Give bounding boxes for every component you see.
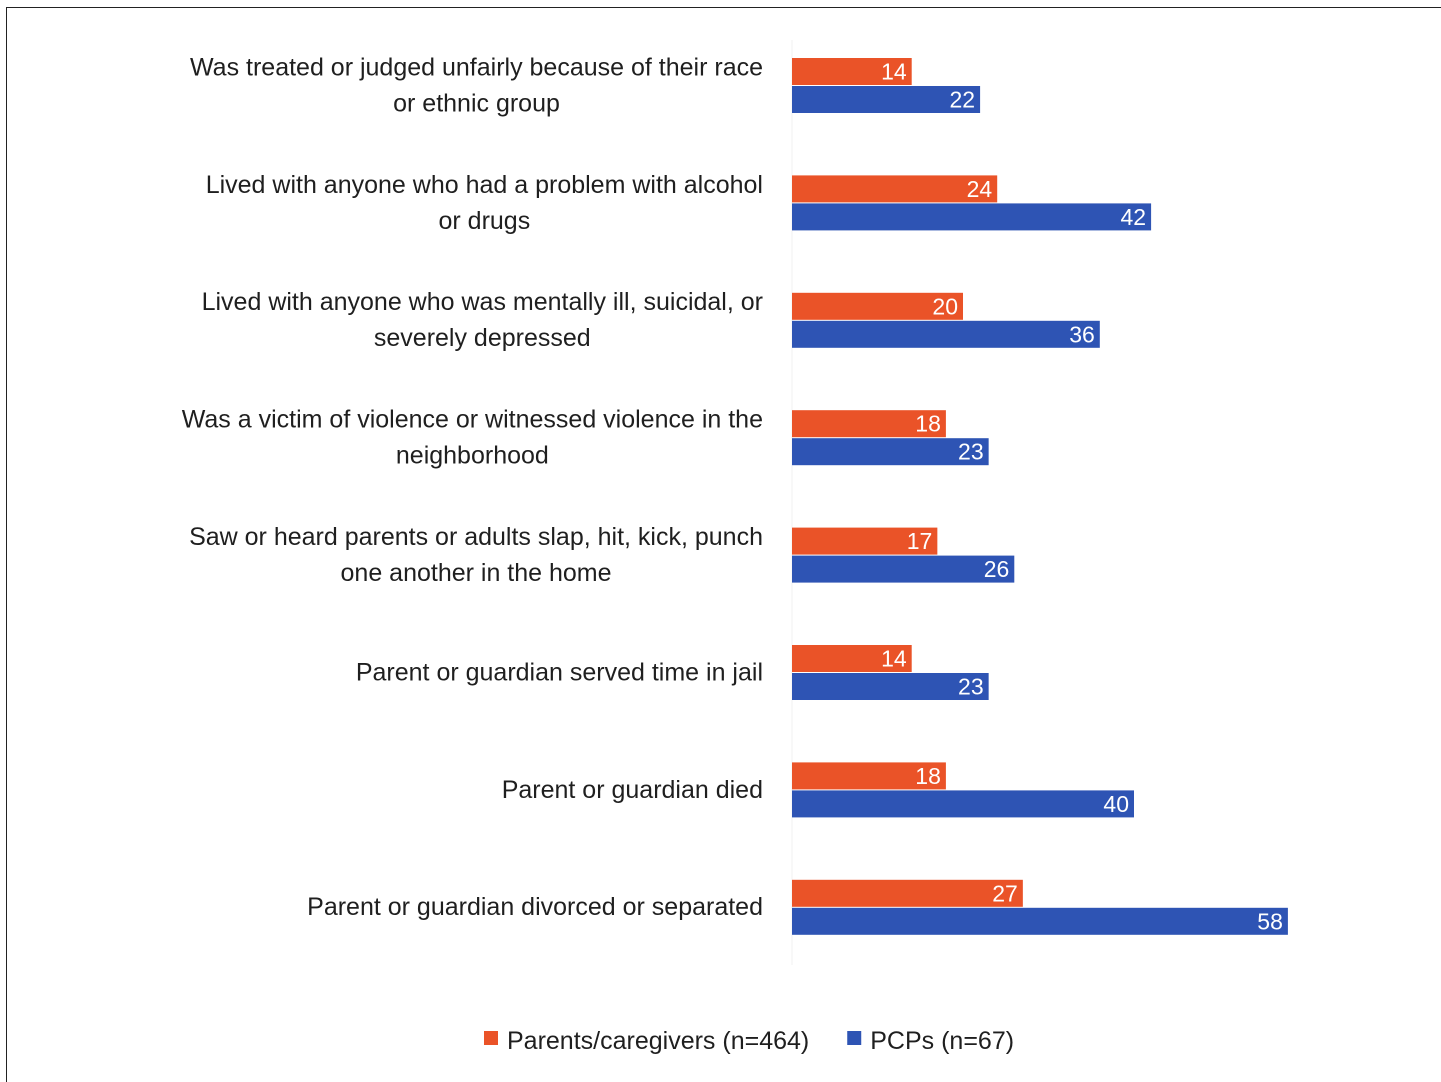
data-label-parents-5: 17 bbox=[907, 528, 933, 554]
bar-parents-3 bbox=[792, 292, 963, 320]
data-label-parents-1: 14 bbox=[881, 59, 907, 85]
bar-pcps-5 bbox=[792, 555, 1015, 583]
bar-parents-6 bbox=[792, 645, 912, 672]
category-label-4: Was a victim of violence or witnessed vi… bbox=[182, 406, 763, 470]
category-label-5: Saw or heard parents or adults slap, hit… bbox=[189, 523, 763, 587]
data-label-pcps-2: 42 bbox=[1121, 204, 1147, 230]
data-label-pcps-6: 23 bbox=[958, 674, 984, 700]
category-label-3: Lived with anyone who was mentally ill, … bbox=[202, 288, 763, 352]
category-label-7: Parent or guardian died bbox=[502, 776, 763, 804]
category-label-8: Parent or guardian divorced or separated bbox=[307, 893, 763, 921]
data-label-parents-8: 27 bbox=[992, 880, 1018, 906]
bar-parents-4 bbox=[792, 410, 946, 438]
legend-label-parents: Parents/caregivers (n=464) bbox=[507, 1027, 809, 1055]
data-label-pcps-4: 23 bbox=[958, 439, 984, 465]
data-label-pcps-5: 26 bbox=[984, 556, 1010, 582]
data-label-pcps-8: 58 bbox=[1257, 908, 1283, 934]
data-label-pcps-7: 40 bbox=[1103, 791, 1129, 817]
legend-label-pcps: PCPs (n=67) bbox=[870, 1027, 1014, 1055]
bar-pcps-1 bbox=[792, 86, 981, 113]
data-label-pcps-3: 36 bbox=[1069, 321, 1095, 347]
bar-pcps-4 bbox=[792, 438, 989, 466]
legend-swatch-parents bbox=[484, 1031, 498, 1045]
data-label-pcps-1: 22 bbox=[950, 87, 976, 113]
bar-parents-7 bbox=[792, 762, 946, 790]
bar-pcps-6 bbox=[792, 673, 989, 700]
bar-pcps-8 bbox=[792, 907, 1288, 935]
bar-parents-2 bbox=[792, 175, 998, 203]
data-label-parents-2: 24 bbox=[967, 176, 993, 202]
data-label-parents-7: 18 bbox=[915, 763, 941, 789]
category-label-6: Parent or guardian served time in jail bbox=[356, 658, 763, 686]
data-label-parents-4: 18 bbox=[915, 411, 941, 437]
data-label-parents-3: 20 bbox=[932, 293, 958, 319]
legend: Parents/caregivers (n=464) PCPs (n=67) bbox=[484, 1027, 1014, 1055]
data-label-parents-6: 14 bbox=[881, 646, 907, 672]
bar-parents-8 bbox=[792, 879, 1023, 907]
bar-parents-5 bbox=[792, 527, 938, 555]
category-label-1: Was treated or judged unfairly because o… bbox=[190, 53, 763, 117]
bar-parents-1 bbox=[792, 58, 912, 85]
category-label-2: Lived with anyone who had a problem with… bbox=[206, 171, 763, 235]
legend-swatch-pcps bbox=[847, 1031, 862, 1045]
chart-frame bbox=[6, 7, 1441, 1082]
bar-pcps-7 bbox=[792, 790, 1134, 818]
category-labels: Was treated or judged unfairly because o… bbox=[182, 53, 763, 921]
bar-pcps-2 bbox=[792, 203, 1152, 231]
plot-area: 14 22 24 42 20 36 18 23 17 26 14 23 18 40 27 58 bbox=[791, 40, 1288, 965]
bar-pcps-3 bbox=[792, 320, 1100, 348]
